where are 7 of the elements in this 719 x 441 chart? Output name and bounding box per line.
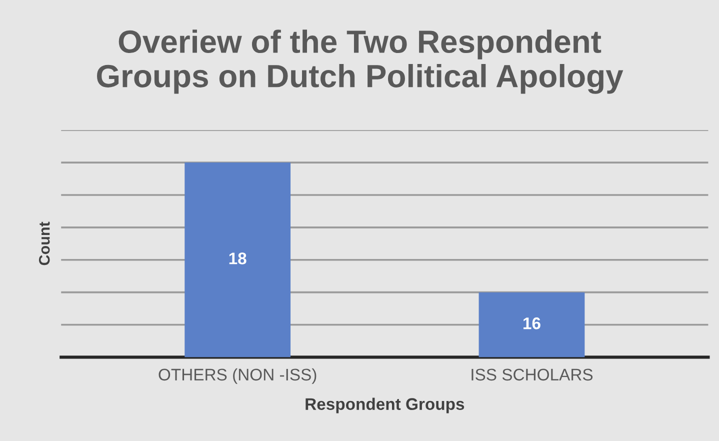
chart-title: Overiew of the Two Respondent Groups on Dutch Political Apology bbox=[97, 30, 624, 94]
x-tick-label: OTHERS (NON -ISS) bbox=[158, 368, 316, 384]
data-label: 16 bbox=[524, 317, 540, 330]
data-label: 18 bbox=[229, 252, 246, 264]
x-axis-title: Respondent Groups bbox=[306, 398, 464, 414]
y-axis-title: Count bbox=[38, 222, 50, 266]
x-tick-label: ISS SCHOLARS bbox=[472, 368, 593, 381]
